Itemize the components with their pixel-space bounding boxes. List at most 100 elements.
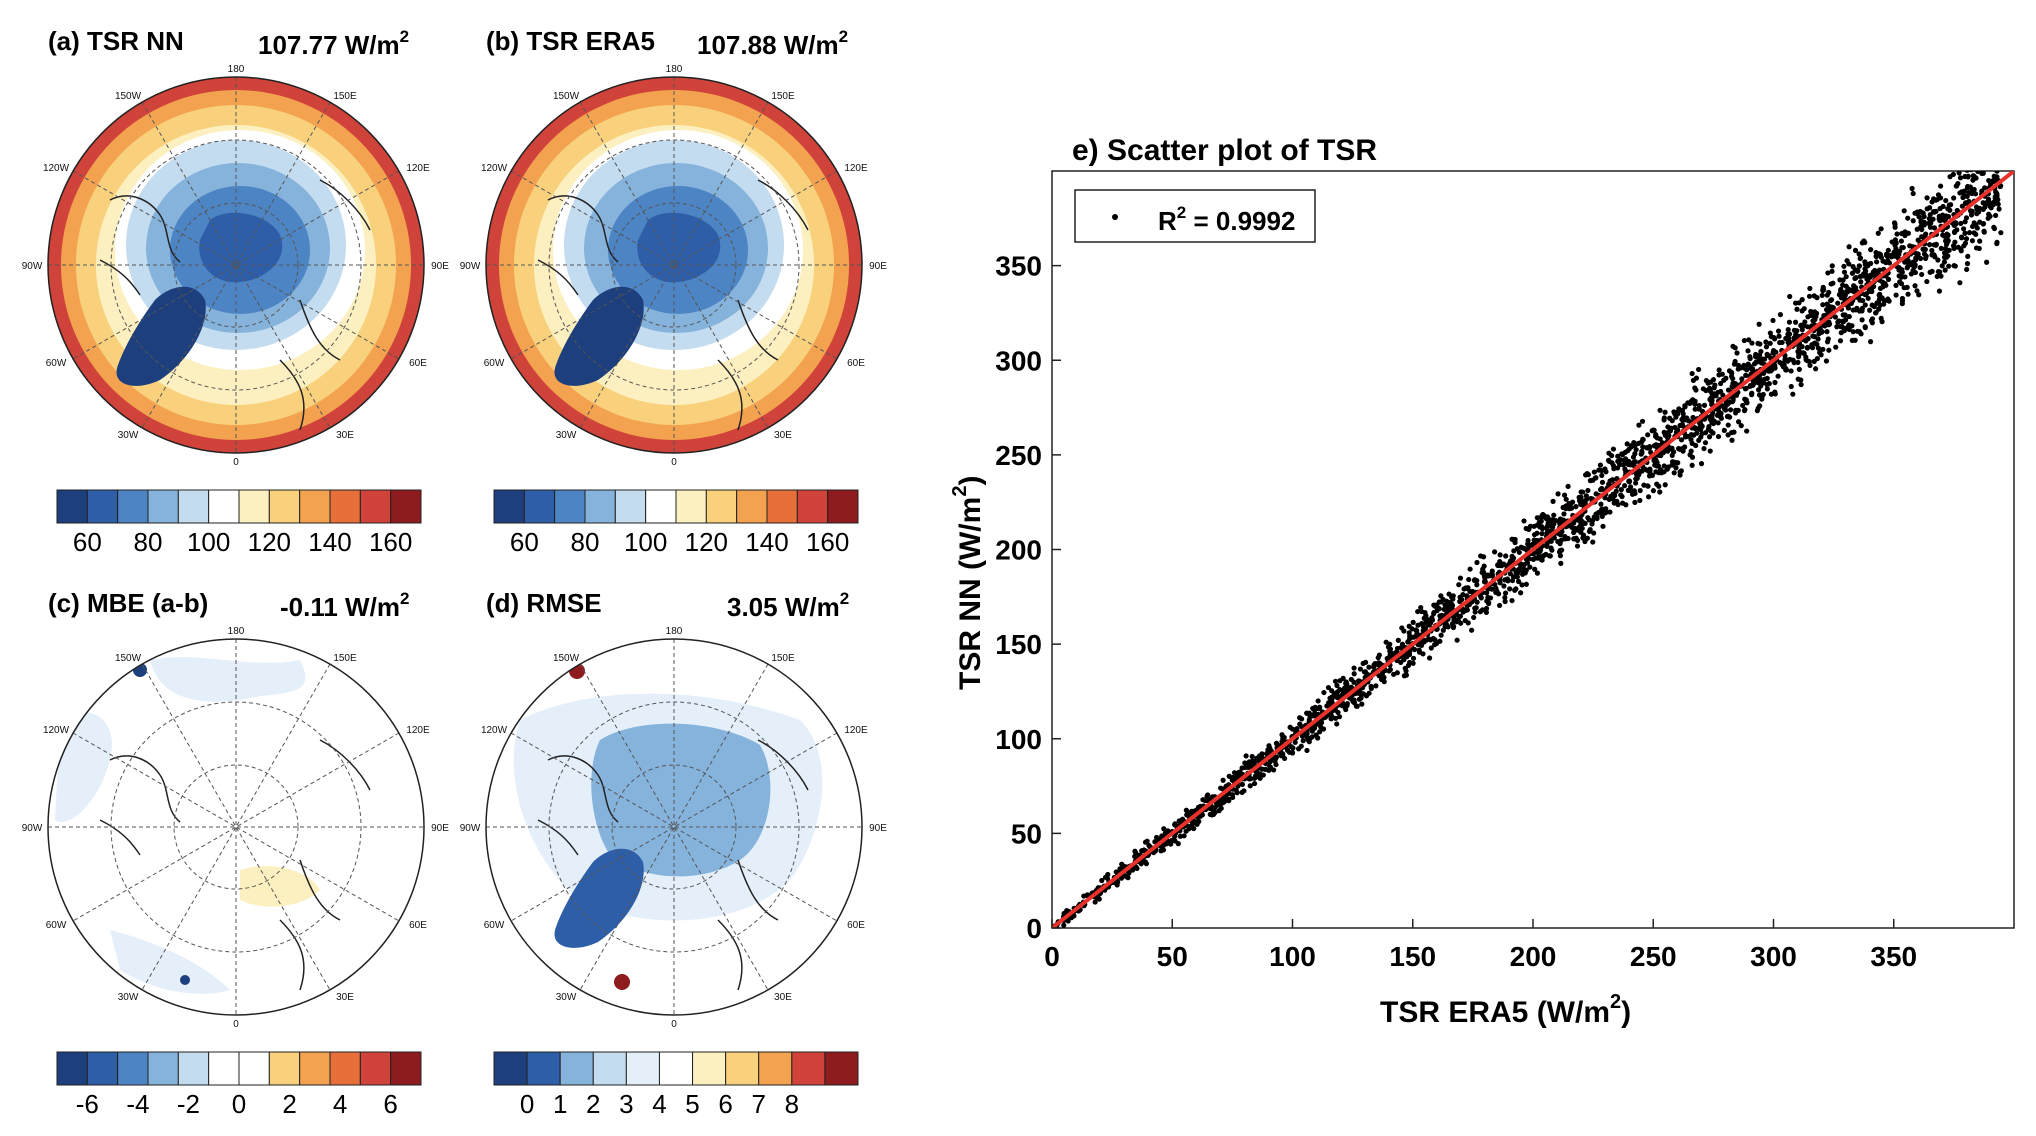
- scatter-point: [1824, 329, 1830, 335]
- scatter-point: [1931, 209, 1937, 215]
- scatter-point: [1214, 802, 1220, 809]
- map-c-hotspot-30w: [180, 975, 190, 985]
- scatter-point: [1709, 391, 1715, 397]
- scatter-point: [1976, 209, 1982, 215]
- scatter-point: [1419, 608, 1425, 615]
- colorbar-b: 60 80 100 120 140 160: [493, 489, 859, 557]
- scatter-point: [1818, 328, 1825, 335]
- scatter-point: [1661, 429, 1667, 435]
- map-a-labels: 180 150E 120E 90E 60E 30E 0 30W 60W 90W …: [22, 64, 450, 468]
- scatter-point: [1729, 429, 1735, 436]
- scatter-point: [1177, 833, 1183, 839]
- scatter-point: [1633, 476, 1639, 482]
- scatter-point: [1841, 296, 1848, 302]
- scatter-point: [1811, 293, 1817, 299]
- scatter-point: [1973, 175, 1979, 181]
- map-a-border: [47, 76, 425, 454]
- scatter-point: [1790, 357, 1796, 363]
- scatter-point: [1795, 359, 1801, 365]
- scatter-point: [1606, 458, 1612, 464]
- scatter-point: [1508, 558, 1514, 564]
- scatter-point: [1953, 161, 1958, 166]
- scatter-point: [1393, 649, 1399, 656]
- scatter-point: [1502, 594, 1508, 601]
- scatter-point: [1824, 339, 1831, 345]
- colorbar-swatch: [725, 1051, 760, 1086]
- scatter-point: [1548, 538, 1554, 544]
- colorbar-swatch: [359, 489, 392, 524]
- scatter-point: [1457, 575, 1464, 581]
- colorbar-tick-label: -2: [177, 1089, 200, 1119]
- scatter-point: [1570, 520, 1577, 526]
- scatter-point: [1366, 664, 1372, 670]
- colorbar-swatch: [758, 1051, 793, 1086]
- map-c-background: [48, 639, 424, 1015]
- scatter-point: [1299, 733, 1305, 739]
- map-c-label-60w: 60W: [46, 920, 67, 931]
- colorbar-tick-label: 3: [619, 1089, 633, 1119]
- scatter-point: [1901, 285, 1907, 291]
- scatter-point: [1919, 234, 1925, 240]
- scatter-point: [1722, 402, 1729, 409]
- scatter-point: [1885, 247, 1891, 253]
- map-c-label-180: 180: [228, 626, 245, 637]
- scatter-point: [1868, 247, 1874, 253]
- map-c-label-30e: 30E: [336, 992, 354, 1003]
- scatter-point: [1420, 651, 1426, 657]
- scatter-point: [1589, 521, 1595, 527]
- scatter-point: [1156, 836, 1162, 842]
- scatter-point: [1772, 379, 1778, 386]
- scatter-point: [1598, 511, 1605, 517]
- scatter-point: [1516, 567, 1522, 574]
- map-b-label-60e: 60E: [847, 358, 865, 369]
- scatter-point: [1357, 666, 1364, 672]
- colorbar-swatch: [147, 1051, 179, 1086]
- scatter-point: [1360, 691, 1367, 697]
- scatter-point: [1803, 357, 1809, 363]
- scatter-point: [1788, 383, 1794, 390]
- scatter-point: [1512, 539, 1518, 546]
- scatter-point: [1894, 231, 1900, 237]
- colorbar-tick-label: 4: [333, 1089, 347, 1119]
- scatter-point: [1964, 171, 1970, 173]
- scatter-point: [1958, 234, 1965, 240]
- scatter-point: [1730, 380, 1736, 386]
- scatter-point: [1742, 406, 1748, 413]
- scatter-point: [1438, 599, 1444, 605]
- scatter-point: [1449, 605, 1455, 611]
- map-a-greenland: [116, 286, 206, 386]
- colorbar-swatch: [523, 489, 556, 524]
- colorbar-swatch: [614, 489, 647, 524]
- scatter-point: [1351, 671, 1357, 677]
- scatter-point: [1963, 215, 1970, 221]
- scatter-point: [1835, 300, 1841, 306]
- scatter-point: [1922, 255, 1929, 262]
- scatter-point: [1610, 491, 1616, 497]
- scatter-point: [1799, 297, 1805, 303]
- scatter-point: [1565, 483, 1571, 490]
- scatter-point: [1842, 312, 1848, 318]
- scatter-point: [1558, 560, 1564, 566]
- scatter-point: [1507, 571, 1513, 577]
- scatter-point: [1662, 409, 1668, 415]
- scatter-point: [1694, 430, 1700, 436]
- scatter-point: [1514, 574, 1520, 580]
- scatter-point: [1905, 264, 1911, 270]
- colorbar-c: -6 -4 -2 0 2 4 6: [56, 1051, 422, 1119]
- scatter-point: [1800, 322, 1807, 329]
- scatter-point: [1718, 414, 1724, 420]
- colorbar-tick-label: 100: [624, 527, 667, 557]
- scatter-point: [1493, 589, 1499, 595]
- scatter-point: [1931, 242, 1937, 248]
- colorbar-tick-label: 0: [232, 1089, 246, 1119]
- scatter-point: [1914, 209, 1920, 215]
- map-c-yellow-patch: [240, 866, 320, 907]
- scatter-point: [1531, 523, 1537, 529]
- scatter-point: [1730, 343, 1736, 349]
- scatter-point: [1569, 525, 1576, 531]
- scatter-point: [1599, 472, 1605, 479]
- scatter-point: [1699, 431, 1705, 437]
- scatter-point: [1940, 213, 1946, 220]
- scatter-point: [1578, 501, 1585, 508]
- scatter-point: [1474, 559, 1480, 566]
